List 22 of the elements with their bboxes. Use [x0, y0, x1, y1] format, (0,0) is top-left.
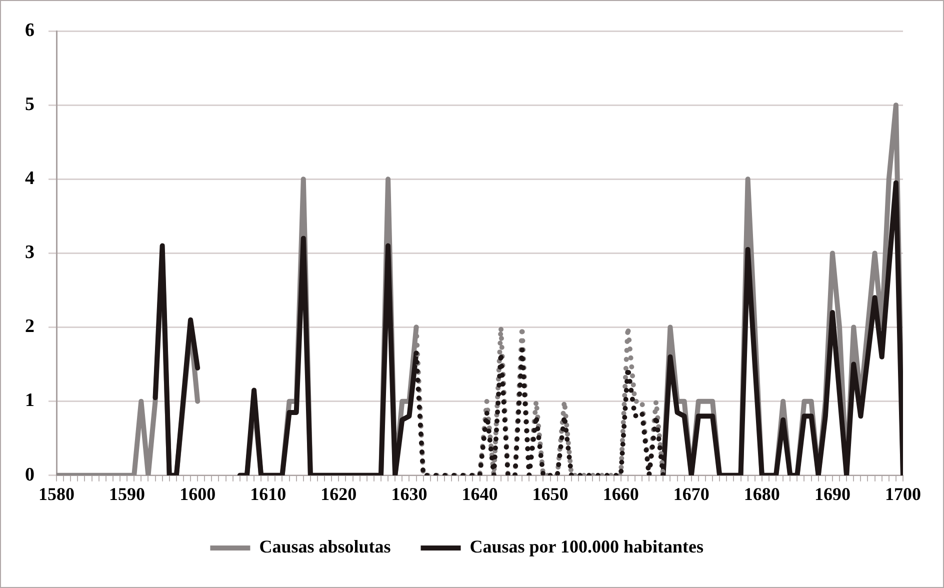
- x-tick-label: 1580: [38, 484, 74, 504]
- x-tick-label: 1590: [109, 484, 146, 504]
- x-tick-label: 1700: [885, 484, 921, 504]
- x-tick-label: 1600: [180, 484, 216, 504]
- y-tick-label: 5: [25, 94, 34, 115]
- x-tick-label: 1630: [391, 484, 428, 504]
- y-tick-label: 1: [25, 390, 34, 412]
- x-tick-label: 1670: [673, 484, 710, 504]
- x-tick-label: 1650: [532, 484, 568, 504]
- x-tick-label: 1640: [462, 484, 498, 504]
- x-tick-label: 1660: [602, 484, 639, 504]
- x-tick-label: 1680: [744, 484, 780, 504]
- y-tick-label: 0: [25, 464, 34, 486]
- y-tick-label: 3: [25, 242, 34, 264]
- x-tick-label: 1620: [320, 484, 357, 504]
- y-tick-label: 2: [25, 316, 34, 338]
- legend-label: Causas absolutas: [259, 536, 391, 557]
- legend-label: Causas por 100.000 habitantes: [470, 536, 704, 557]
- x-tick-label: 1690: [814, 484, 850, 504]
- y-tick-label: 6: [25, 20, 34, 41]
- x-tick-label: 1610: [250, 484, 286, 504]
- y-tick-label: 4: [25, 168, 35, 190]
